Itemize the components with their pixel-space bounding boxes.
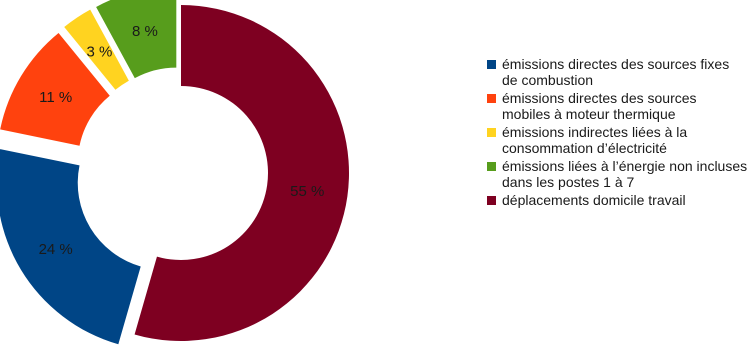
legend-label: émissions liées à l’énergie non incluses…: [502, 158, 748, 190]
slice: [0, 149, 141, 345]
legend-label: émissions indirectes liées à la consomma…: [502, 124, 688, 156]
slice: [64, 9, 129, 90]
legend: émissions directes des sources fixes de …: [486, 56, 748, 210]
legend-label: émissions directes des sources mobiles à…: [502, 90, 697, 122]
legend-swatch: [487, 196, 496, 205]
slice-value-label: 24 %: [39, 241, 73, 258]
legend-item: émissions directes des sources fixes de …: [486, 56, 748, 88]
legend-item: déplacements domicile travail: [486, 192, 748, 208]
slice-value-label: 55 %: [290, 183, 324, 200]
slice-value-label: 11 %: [39, 89, 72, 106]
slice-value-label: 8 %: [132, 23, 158, 40]
legend-swatch: [487, 60, 496, 69]
legend-label: déplacements domicile travail: [502, 192, 686, 208]
slice: [134, 5, 349, 341]
legend-swatch: [487, 94, 496, 103]
legend-swatch: [487, 128, 496, 137]
slice: [0, 32, 110, 146]
legend-label: émissions directes des sources fixes de …: [502, 56, 730, 88]
slice-value-label: 3 %: [86, 43, 112, 60]
slice: [96, 0, 177, 79]
legend-item: émissions indirectes liées à la consomma…: [486, 124, 748, 156]
legend-item: émissions liées à l’énergie non incluses…: [486, 158, 748, 190]
legend-swatch: [487, 162, 496, 171]
legend-item: émissions directes des sources mobiles à…: [486, 90, 748, 122]
